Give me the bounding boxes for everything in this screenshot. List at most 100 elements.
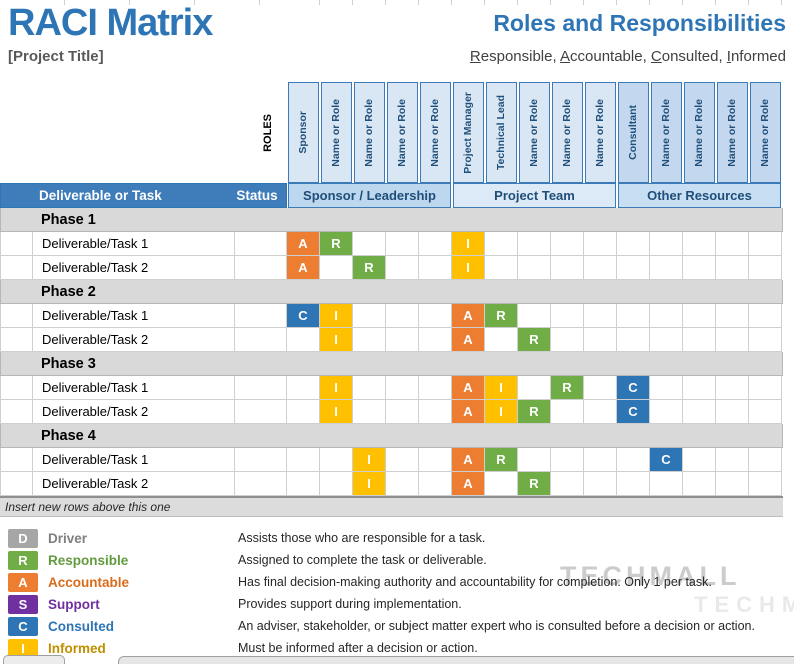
raci-cell[interactable] (353, 232, 386, 256)
raci-cell[interactable] (320, 256, 353, 280)
raci-cell[interactable] (551, 232, 584, 256)
raci-cell[interactable] (650, 256, 683, 280)
raci-cell[interactable] (650, 376, 683, 400)
raci-cell[interactable] (551, 328, 584, 352)
status-cell[interactable] (235, 376, 287, 400)
raci-cell[interactable] (386, 400, 419, 424)
raci-cell-r[interactable]: R (551, 376, 584, 400)
raci-cell[interactable] (683, 232, 716, 256)
status-cell[interactable] (235, 448, 287, 472)
raci-cell[interactable] (683, 376, 716, 400)
raci-cell[interactable] (716, 448, 749, 472)
raci-cell[interactable] (320, 472, 353, 496)
raci-cell[interactable] (749, 400, 782, 424)
raci-cell[interactable] (419, 448, 452, 472)
raci-cell[interactable] (584, 376, 617, 400)
raci-cell[interactable] (419, 472, 452, 496)
raci-cell[interactable] (551, 448, 584, 472)
raci-cell-i[interactable]: I (353, 472, 386, 496)
raci-cell[interactable] (716, 472, 749, 496)
task-name-cell[interactable]: Deliverable/Task 1 (33, 376, 235, 400)
raci-cell[interactable] (287, 376, 320, 400)
raci-cell[interactable] (419, 232, 452, 256)
raci-cell[interactable] (749, 472, 782, 496)
raci-cell[interactable] (419, 256, 452, 280)
raci-cell[interactable] (353, 400, 386, 424)
raci-cell[interactable] (584, 304, 617, 328)
raci-cell[interactable] (716, 376, 749, 400)
raci-cell[interactable] (485, 328, 518, 352)
raci-cell[interactable] (485, 232, 518, 256)
raci-cell-c[interactable]: C (617, 400, 650, 424)
raci-cell[interactable] (716, 232, 749, 256)
raci-cell[interactable] (584, 328, 617, 352)
raci-cell[interactable] (518, 304, 551, 328)
raci-cell[interactable] (518, 376, 551, 400)
raci-cell-c[interactable]: C (650, 448, 683, 472)
raci-cell-a[interactable]: A (452, 304, 485, 328)
raci-cell-a[interactable]: A (452, 448, 485, 472)
raci-cell[interactable] (749, 448, 782, 472)
raci-cell-i[interactable]: I (485, 376, 518, 400)
raci-cell-c[interactable]: C (617, 376, 650, 400)
raci-cell-r[interactable]: R (320, 232, 353, 256)
raci-cell[interactable] (683, 400, 716, 424)
raci-cell-i[interactable]: I (320, 376, 353, 400)
raci-cell[interactable] (584, 400, 617, 424)
raci-cell-r[interactable]: R (518, 472, 551, 496)
sheet-tab-small[interactable] (3, 655, 65, 664)
raci-cell-c[interactable]: C (287, 304, 320, 328)
raci-cell-a[interactable]: A (452, 328, 485, 352)
task-name-cell[interactable]: Deliverable/Task 2 (33, 472, 235, 496)
insert-rows-note[interactable]: Insert new rows above this one (0, 496, 783, 517)
task-name-cell[interactable]: Deliverable/Task 2 (33, 328, 235, 352)
raci-cell[interactable] (386, 232, 419, 256)
raci-cell[interactable] (749, 328, 782, 352)
raci-cell[interactable] (485, 472, 518, 496)
raci-cell[interactable] (716, 400, 749, 424)
raci-cell[interactable] (683, 256, 716, 280)
raci-cell[interactable] (617, 232, 650, 256)
raci-cell[interactable] (287, 472, 320, 496)
raci-cell[interactable] (617, 304, 650, 328)
raci-cell[interactable] (353, 304, 386, 328)
raci-cell[interactable] (518, 232, 551, 256)
raci-cell[interactable] (287, 400, 320, 424)
raci-cell-a[interactable]: A (287, 256, 320, 280)
task-name-cell[interactable]: Deliverable/Task 2 (33, 400, 235, 424)
raci-cell-i[interactable]: I (353, 448, 386, 472)
task-name-cell[interactable]: Deliverable/Task 1 (33, 448, 235, 472)
task-name-cell[interactable]: Deliverable/Task 1 (33, 304, 235, 328)
raci-cell-r[interactable]: R (485, 304, 518, 328)
raci-cell-a[interactable]: A (287, 232, 320, 256)
raci-cell[interactable] (650, 304, 683, 328)
raci-cell-a[interactable]: A (452, 376, 485, 400)
raci-cell-i[interactable]: I (452, 232, 485, 256)
raci-cell[interactable] (353, 376, 386, 400)
raci-cell[interactable] (749, 232, 782, 256)
project-title-placeholder[interactable]: [Project Title] (8, 48, 104, 65)
raci-cell[interactable] (617, 256, 650, 280)
raci-cell[interactable] (386, 472, 419, 496)
raci-cell[interactable] (617, 472, 650, 496)
raci-cell[interactable] (683, 472, 716, 496)
status-cell[interactable] (235, 256, 287, 280)
raci-cell[interactable] (650, 328, 683, 352)
raci-cell-i[interactable]: I (320, 328, 353, 352)
raci-cell[interactable] (650, 472, 683, 496)
raci-cell[interactable] (419, 376, 452, 400)
status-cell[interactable] (235, 328, 287, 352)
raci-cell[interactable] (749, 256, 782, 280)
status-cell[interactable] (235, 304, 287, 328)
raci-cell[interactable] (584, 256, 617, 280)
raci-cell[interactable] (386, 376, 419, 400)
raci-cell-r[interactable]: R (518, 400, 551, 424)
raci-cell-r[interactable]: R (353, 256, 386, 280)
raci-cell[interactable] (749, 304, 782, 328)
raci-cell[interactable] (683, 328, 716, 352)
raci-cell-a[interactable]: A (452, 400, 485, 424)
raci-cell[interactable] (683, 304, 716, 328)
task-name-cell[interactable]: Deliverable/Task 1 (33, 232, 235, 256)
raci-cell[interactable] (584, 232, 617, 256)
raci-cell-i[interactable]: I (485, 400, 518, 424)
